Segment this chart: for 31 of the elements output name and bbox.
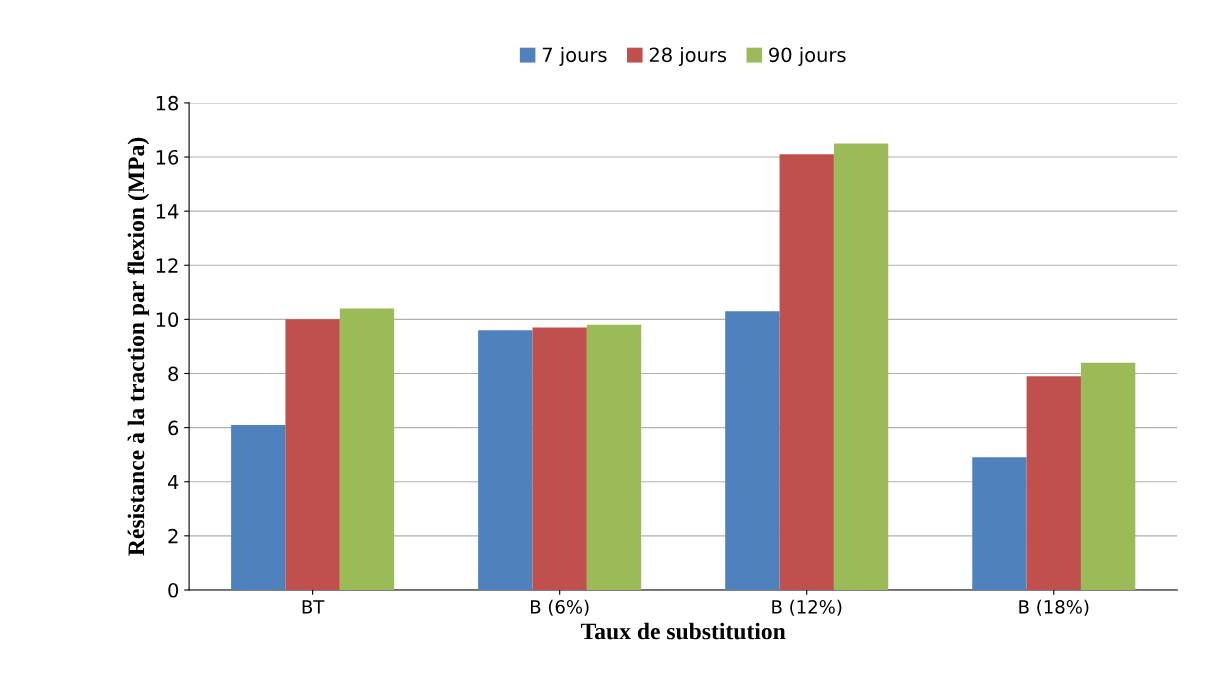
bar bbox=[725, 311, 780, 590]
bar bbox=[779, 154, 834, 590]
bar bbox=[972, 457, 1027, 590]
y-tick-label: 0 bbox=[168, 582, 179, 598]
x-tick-label: B (6%) bbox=[531, 599, 589, 616]
y-tick-label: 12 bbox=[156, 258, 178, 273]
bar bbox=[1080, 362, 1136, 590]
y-tick-label: 10 bbox=[156, 312, 179, 328]
bar bbox=[478, 330, 533, 590]
bar bbox=[1026, 376, 1081, 590]
bar bbox=[339, 308, 395, 590]
y-tick-label: 8 bbox=[168, 366, 179, 382]
bar bbox=[285, 319, 340, 590]
legend-label: 90 jours bbox=[769, 47, 846, 66]
legend-label: 7 jours bbox=[542, 47, 607, 66]
bar bbox=[586, 324, 642, 590]
legend-label: 28 jours bbox=[649, 47, 727, 66]
x-tick-label: B (12%) bbox=[772, 599, 842, 616]
bar bbox=[231, 424, 286, 590]
y-tick-label: 16 bbox=[156, 149, 179, 165]
x-axis-title: Taux de substitution bbox=[580, 622, 786, 640]
bar bbox=[532, 327, 587, 590]
bar bbox=[833, 143, 889, 590]
y-tick-label: 14 bbox=[156, 204, 179, 219]
x-tick-label: B (18%) bbox=[1019, 599, 1089, 616]
y-tick-label: 2 bbox=[168, 528, 178, 544]
y-tick-label: 4 bbox=[167, 474, 179, 490]
x-tick-label: BT bbox=[302, 600, 325, 614]
y-axis-title: Résistance à la traction par flexion (MPa) bbox=[127, 137, 150, 556]
y-tick-label: 6 bbox=[168, 420, 179, 436]
y-tick-label: 18 bbox=[156, 95, 179, 111]
